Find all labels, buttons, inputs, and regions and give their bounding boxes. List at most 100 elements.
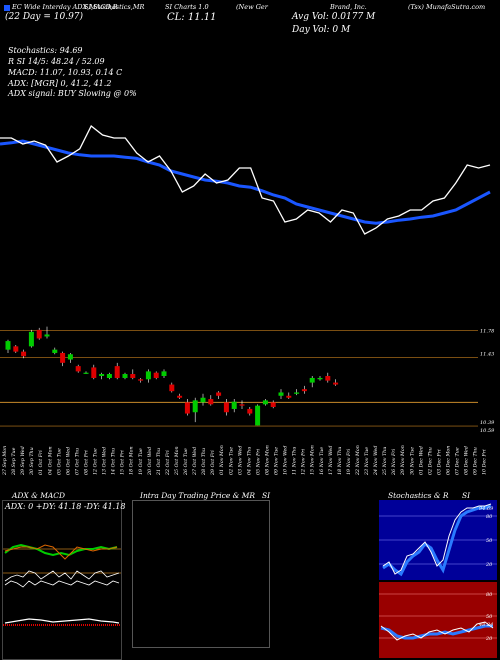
date-tick-label: 21 Oct Thu — [156, 448, 162, 476]
date-tick-label: 07 Dec Tue — [455, 447, 461, 475]
date-tick-label: 29 Oct Fri — [210, 450, 216, 476]
date-tick-label: 08 Dec Wed — [464, 446, 470, 475]
date-tick-label: 05 Nov Fri — [255, 448, 261, 475]
si-white-line — [380, 621, 494, 641]
date-tick-label: 02 Nov Tue — [228, 447, 234, 475]
candle-body — [247, 408, 253, 414]
candle-body — [153, 372, 159, 378]
candle-body — [106, 374, 112, 378]
date-tick-label: 11 Nov Thu — [292, 447, 298, 475]
date-tick-label: 26 Nov Fri — [391, 448, 397, 476]
candle-body — [333, 382, 339, 385]
date-tick-label: 19 Oct Tue — [138, 448, 144, 475]
candle-body — [208, 399, 214, 405]
adx-macd-svg — [3, 543, 121, 626]
adx-readout: ADX: [MGR] 0, 41.2, 41.2 — [8, 79, 112, 88]
candle-body — [161, 371, 167, 376]
si-svg: 80 50 20 48.24 — [379, 592, 497, 642]
avg-vol-label: Avg Vol: 0.0177 M — [292, 12, 376, 22]
day-vol-label: Day Vol: 0 M — [292, 25, 351, 35]
candle-body — [52, 349, 58, 353]
adx-white-line-2 — [4, 580, 120, 588]
candle-body — [36, 329, 42, 339]
si-label-50: 50 — [486, 614, 493, 620]
date-tick-label: 14 Oct Thu — [111, 448, 117, 475]
candle-body — [122, 374, 128, 378]
candle-body — [145, 371, 151, 380]
date-tick-label: 09 Dec Thu — [473, 447, 479, 475]
date-tick-label: 08 Oct Fri — [83, 450, 89, 475]
moving-average-line — [0, 139, 491, 225]
candle-body — [325, 376, 331, 381]
brand-square-icon — [4, 5, 10, 11]
date-tick-label: 19 Nov Fri — [346, 448, 352, 475]
candle-body — [301, 389, 307, 392]
date-tick-label: 05 Oct Tue — [56, 448, 62, 475]
date-tick-label: 28 Sep Tue — [11, 447, 17, 476]
date-tick-label: 26 Oct Tue — [183, 448, 189, 476]
stoch-label-20: 20 — [485, 562, 493, 568]
stochastics-panel: 80 50 20 94.69 — [379, 500, 497, 580]
date-tick-label: 12 Nov Fri — [301, 448, 307, 475]
candle-body — [317, 377, 323, 380]
price-level-label: 11.43 — [480, 352, 494, 358]
header-label-5: Brand, Inc. — [330, 3, 367, 11]
date-tick-label: 22 Nov Mon — [355, 445, 361, 476]
date-tick-label: 18 Oct Mon — [129, 446, 135, 475]
header-label-1: EC Wide Interday ADX,MACD,R — [12, 3, 118, 11]
candle-body — [138, 379, 144, 381]
date-tick-label: 15 Oct Fri — [120, 450, 126, 475]
candle-body — [309, 377, 315, 383]
si-panel: 80 50 20 48.24 — [379, 582, 497, 658]
date-tick-label: 04 Nov Thu — [246, 447, 252, 475]
candle-body — [114, 366, 120, 378]
candle-body — [91, 367, 97, 378]
price-level-label: 10.59 — [480, 428, 495, 434]
adx-panel: ADX: 0 +DY: 41.18 -DY: 41.18 — [2, 500, 126, 660]
stoch-d-line — [382, 504, 492, 577]
candle-body — [216, 392, 222, 396]
stoch-label-80: 80 — [486, 514, 493, 520]
header-label-4: (New Ger — [236, 3, 268, 11]
si-readout: R SI 14/5: 48.24 / 52.09 — [8, 57, 105, 66]
date-tick-label: 16 Nov Tue — [319, 447, 325, 475]
candle-body — [44, 334, 50, 337]
date-tick-label: 29 Sep Wed — [20, 446, 26, 476]
si-label-80: 80 — [486, 592, 493, 598]
date-tick-label: 30 Nov Tue — [409, 447, 415, 475]
date-tick-label: 04 Oct Mon — [47, 446, 53, 475]
date-tick-label: 10 Nov Wed — [283, 446, 289, 475]
date-tick-label: 13 Oct Wed — [102, 447, 108, 475]
date-tick-label: 27 Sep Mon — [2, 446, 8, 476]
date-tick-label: 22 Oct Fri — [165, 450, 171, 476]
candle-body — [184, 402, 190, 414]
candle-body — [13, 346, 19, 352]
candle-body — [294, 392, 300, 394]
date-tick-label: 30 Sep Thu — [29, 447, 35, 475]
date-tick-label: 12 Oct Tue — [93, 448, 99, 475]
candle-body — [177, 395, 183, 398]
date-tick-label: 27 Oct Wed — [192, 447, 198, 476]
intraday-title: Intra Day Trading Price & MR — [140, 491, 256, 500]
date-tick-label: 28 Oct Thu — [201, 448, 207, 476]
candlestick-chart: 11.78 11.43 10.39 10.59 27 Sep Mon 28 Sep Tu… — [0, 326, 495, 476]
candle-body — [60, 352, 66, 363]
date-tick-label: 09 Nov Tue — [274, 447, 280, 475]
plus-di-line — [4, 543, 118, 557]
stochastics-readout: Stochastics: 94.69 — [8, 46, 83, 55]
date-tick-label: 17 Nov Wed — [328, 446, 334, 475]
candle-body — [99, 374, 105, 376]
si-label-20: 20 — [485, 636, 493, 642]
price-level-label: 11.78 — [480, 329, 494, 335]
date-tick-label: 18 Nov Thu — [337, 447, 343, 475]
adx-macd-title: ADX & MACD — [12, 491, 66, 500]
si-blue-line — [380, 624, 493, 640]
candle-body — [286, 395, 292, 398]
candle-body — [200, 397, 206, 403]
stochastics-svg: 80 50 20 94.69 — [379, 503, 497, 577]
date-tick-label: 02 Dec Thu — [427, 447, 433, 475]
adx-values-label: ADX: 0 +DY: 41.18 -DY: 41.18 — [5, 502, 126, 511]
day-average-label: (22 Day = 10.97) — [5, 12, 84, 22]
minus-di-line — [4, 544, 118, 560]
date-tick-label: 01 Nov Mon — [219, 445, 225, 475]
